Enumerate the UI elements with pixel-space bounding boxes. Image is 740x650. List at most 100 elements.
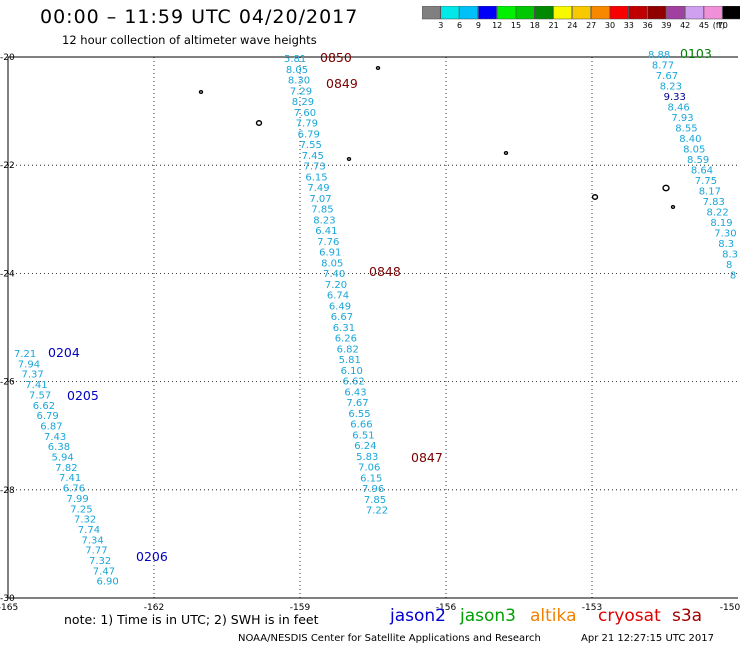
- color-scale-label: 12: [492, 21, 503, 30]
- swh-value-label: 6.90: [97, 577, 119, 588]
- color-scale-label: 27: [586, 21, 597, 30]
- swh-value-label: 7.40: [323, 269, 345, 280]
- color-scale-label: 45: [698, 21, 710, 30]
- color-scale-box: [572, 6, 591, 20]
- swh-value-label: 7.77: [85, 546, 107, 557]
- swh-value-label: 6.31: [333, 323, 355, 334]
- swh-value-label: 7.83: [703, 197, 725, 208]
- swh-value-label: 8.55: [675, 124, 697, 135]
- color-scale-box: [684, 6, 704, 20]
- swh-value-label: 7.43: [44, 432, 66, 443]
- swh-value-label: 7.57: [29, 390, 51, 401]
- color-scale-label: 36: [642, 21, 653, 30]
- color-scale-box: [515, 6, 535, 20]
- swh-value-label: 6.51: [352, 430, 374, 441]
- swh-value-label: 6.26: [335, 334, 357, 345]
- y-tick-label: -26: [0, 378, 15, 388]
- color-scale-label: 33: [623, 21, 634, 30]
- swh-value-label: 7.41: [25, 380, 47, 391]
- swh-value-label: 6.67: [331, 312, 353, 323]
- island-outline: [198, 89, 204, 95]
- generated-timestamp: Apr 21 12:27:15 UTC 2017: [581, 633, 714, 644]
- island-outline: [375, 65, 381, 71]
- swh-value-label: 5.83: [356, 452, 378, 463]
- swh-value-label: 8: [730, 271, 736, 282]
- color-scale-label: 3: [438, 21, 444, 30]
- swh-value-label: 7.76: [317, 237, 339, 248]
- satellite-legend-jason3: jason3: [460, 606, 516, 626]
- y-tick-label: -28: [0, 486, 15, 496]
- swh-value-label: 7.07: [309, 194, 331, 205]
- swh-value-label: 7.75: [695, 176, 717, 187]
- color-scale-box: [703, 6, 723, 20]
- color-scale-label: 24: [567, 21, 578, 30]
- swh-value-label: 8.46: [668, 103, 690, 114]
- x-tick-label: -156: [436, 603, 457, 613]
- swh-value-label: 7.29: [290, 86, 312, 97]
- y-tick-label: -22: [0, 161, 15, 171]
- color-scale-box: [422, 6, 441, 20]
- swh-value-label: 7.30: [714, 229, 736, 240]
- swh-value-label: 6.49: [329, 301, 351, 312]
- pass-time-label: 0848: [369, 264, 401, 279]
- swh-value-label: 8: [726, 260, 732, 271]
- color-scale-box: [553, 6, 573, 20]
- swh-value-label: 7.79: [296, 119, 318, 130]
- x-tick-label: -162: [144, 603, 164, 613]
- color-scale-box: [534, 6, 554, 20]
- swh-value-label: 7.85: [364, 495, 386, 506]
- swh-value-label: 6.82: [337, 344, 359, 355]
- swh-value-label: 8.19: [710, 218, 732, 229]
- swh-value-label: 7.67: [656, 71, 678, 82]
- color-scale-box: [647, 6, 667, 20]
- swh-value-label: 8.40: [679, 134, 701, 145]
- color-scale-label: (ft): [712, 21, 725, 30]
- swh-value-label: 7.32: [74, 515, 96, 526]
- color-scale-box: [666, 6, 685, 20]
- color-scale-labels: 3 6 9 12 15 18 21 24 27 30 33 36 39 42 45 70 (ft): [422, 21, 740, 35]
- swh-value-label: 7.73: [304, 162, 326, 173]
- x-tick-label: -150: [720, 603, 740, 613]
- pass-time-label: 0204: [48, 345, 80, 360]
- swh-value-label: 8.05: [683, 145, 705, 156]
- swh-value-label: 8.88: [648, 50, 670, 61]
- swh-value-label: 6.62: [33, 401, 55, 412]
- island-outline: [503, 150, 509, 156]
- swh-value-label: 6.15: [305, 172, 327, 183]
- swh-value-label: 7.32: [89, 556, 111, 567]
- swh-value-label: 7.99: [67, 494, 89, 505]
- credit-line: NOAA/NESDIS Center for Satellite Applica…: [238, 633, 541, 644]
- swh-value-label: 7.41: [59, 473, 81, 484]
- swh-value-label: 9.33: [664, 92, 686, 103]
- color-scale-box: [628, 6, 648, 20]
- swh-value-label: 6.15: [360, 473, 382, 484]
- swh-value-label: 8.77: [652, 61, 674, 72]
- swh-value-label: 6.79: [298, 129, 320, 140]
- swh-value-label: 7.22: [366, 506, 388, 517]
- swh-value-label: 5.94: [52, 453, 74, 464]
- island-outline: [346, 156, 352, 162]
- swh-value-label: 8.23: [313, 215, 335, 226]
- swh-value-label: 7.93: [671, 113, 693, 124]
- y-tick-label: -30: [0, 594, 15, 604]
- x-tick-label: -153: [582, 603, 602, 613]
- swh-value-label: 6.66: [350, 420, 372, 431]
- island-outline: [670, 204, 676, 210]
- swh-value-label: 8.17: [699, 187, 721, 198]
- color-scale-label: 18: [529, 21, 540, 30]
- swh-value-label: 7.49: [307, 183, 329, 194]
- swh-value-label: 7.55: [300, 140, 322, 151]
- color-scale-box: [722, 6, 740, 20]
- color-scale-label: 15: [510, 21, 522, 30]
- color-scale-label: 6: [457, 21, 463, 30]
- color-scale-box: [478, 6, 497, 20]
- swh-value-label: 8.3: [718, 239, 734, 250]
- swh-value-label: 7.85: [311, 205, 333, 216]
- satellite-legend-s3a: s3a: [672, 606, 703, 626]
- footer-note: note: 1) Time is in UTC; 2) SWH is in fe…: [64, 612, 319, 627]
- pass-time-label: 0850: [320, 50, 352, 65]
- swh-value-label: 8.3: [722, 250, 738, 261]
- swh-value-label: 8.05: [321, 258, 343, 269]
- color-scale-label: 70: [717, 21, 728, 30]
